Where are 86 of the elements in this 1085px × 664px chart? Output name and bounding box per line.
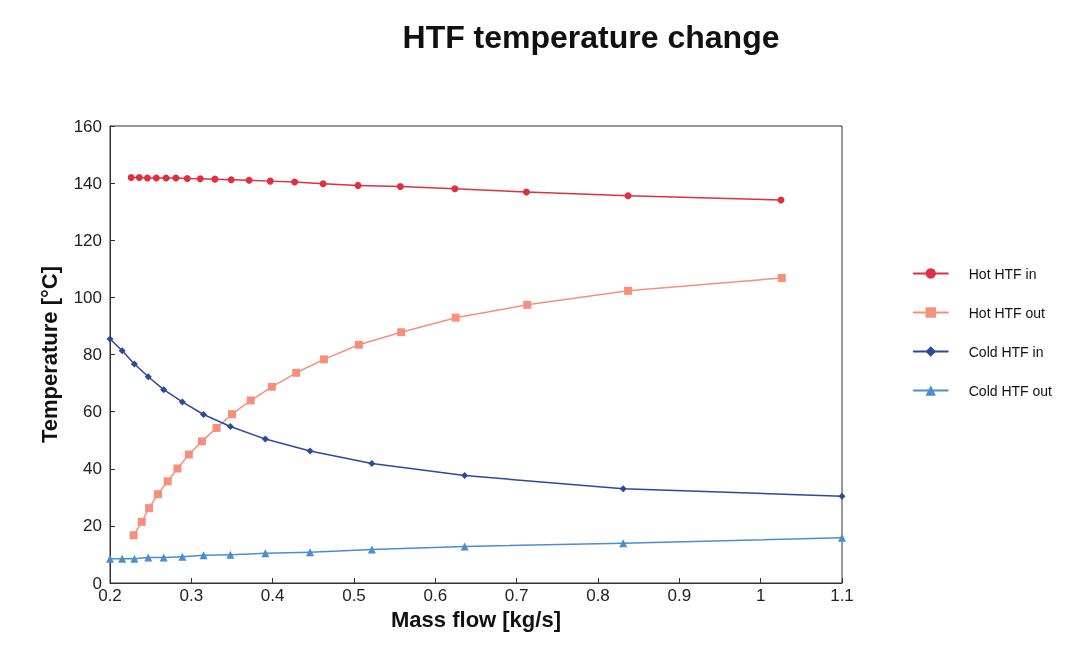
x-tick-label: 0.3 — [179, 586, 204, 605]
point — [144, 373, 152, 381]
point — [624, 192, 632, 200]
y-tick-label: 60 — [83, 402, 102, 422]
point — [199, 551, 208, 560]
legend-label: Cold HTF out — [968, 382, 1053, 399]
point — [291, 178, 299, 186]
point — [212, 423, 221, 432]
x-tick-label: 0.7 — [504, 586, 529, 605]
y-tick-label: 120 — [73, 230, 102, 250]
point — [267, 382, 276, 391]
point — [127, 173, 135, 181]
point — [227, 176, 235, 184]
point — [184, 450, 193, 459]
point — [200, 410, 208, 418]
y-axis-title: Temperature [°C] — [36, 265, 62, 444]
x-tick-label: 0.5 — [342, 586, 366, 605]
y-tick-label: 140 — [73, 173, 102, 193]
point — [523, 300, 532, 309]
y-tick-label: 100 — [73, 287, 102, 307]
point — [306, 548, 315, 557]
point — [319, 180, 327, 188]
y-tick-label: 40 — [83, 459, 102, 479]
point — [451, 313, 460, 322]
chart-title: HTF temperature change — [402, 19, 780, 55]
point — [196, 175, 204, 183]
point — [306, 447, 314, 455]
point — [178, 552, 187, 561]
point — [197, 437, 206, 446]
point — [178, 398, 186, 406]
point — [130, 360, 138, 368]
point — [106, 554, 114, 563]
point — [397, 328, 406, 337]
point — [266, 177, 274, 185]
point — [163, 477, 172, 486]
point — [106, 335, 114, 343]
point — [619, 485, 627, 493]
x-tick-label: 0.4 — [260, 586, 285, 605]
y-tick-label: 160 — [73, 116, 102, 136]
point — [135, 173, 143, 181]
point — [160, 386, 168, 394]
point — [624, 286, 633, 295]
point — [144, 553, 153, 562]
point — [319, 355, 328, 364]
point — [211, 175, 219, 183]
y-tick-label: 20 — [83, 516, 102, 536]
point — [367, 545, 376, 554]
point — [153, 490, 162, 499]
legend-label: Hot HTF in — [968, 265, 1037, 282]
point — [461, 472, 469, 480]
point — [246, 396, 255, 405]
point — [118, 554, 127, 563]
point — [152, 174, 160, 182]
point — [143, 174, 151, 182]
x-tick-label: 0.9 — [667, 586, 692, 605]
point — [245, 176, 253, 184]
x-tick-label: 1.1 — [830, 586, 854, 605]
point — [228, 410, 236, 419]
x-tick-label: 0.6 — [423, 586, 448, 605]
point — [130, 554, 139, 563]
point — [522, 188, 530, 196]
y-tick-label: 80 — [83, 345, 102, 364]
point — [226, 422, 234, 430]
x-axis-title: Mass flow [kg/s] — [391, 607, 561, 633]
point — [261, 435, 269, 443]
point — [118, 347, 126, 355]
point — [183, 175, 191, 183]
point — [396, 183, 404, 191]
x-tick-label: 1 — [755, 586, 766, 605]
point — [354, 181, 362, 189]
point — [354, 340, 363, 349]
point — [159, 553, 168, 562]
point — [137, 517, 146, 526]
x-tick-label: 0.8 — [586, 586, 610, 605]
point — [838, 492, 846, 500]
legend-label: Hot HTF out — [968, 304, 1046, 321]
point — [129, 531, 138, 540]
legend-label: Cold HTF in — [968, 343, 1044, 360]
point — [838, 533, 846, 542]
point — [226, 550, 235, 559]
point — [173, 464, 182, 473]
point — [777, 273, 786, 282]
point — [451, 185, 459, 193]
point — [145, 504, 154, 513]
point — [292, 368, 301, 377]
point — [368, 460, 376, 468]
